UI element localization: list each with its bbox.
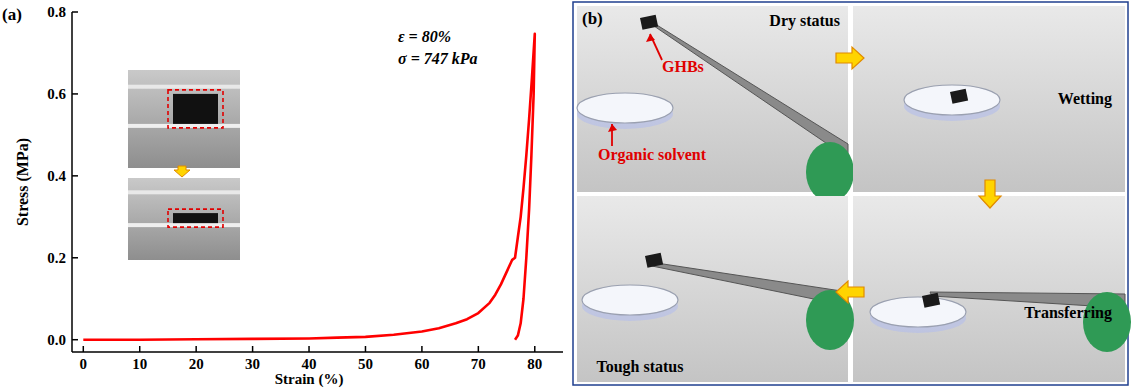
- sample: [645, 253, 663, 268]
- panel-b-frame: [573, 2, 1128, 385]
- x-tick: [308, 346, 310, 352]
- callout-arrowhead: [646, 34, 655, 42]
- sample: [922, 293, 940, 308]
- photo: [853, 196, 1125, 382]
- flow-arrow: [836, 281, 864, 303]
- x-tick: [83, 346, 85, 352]
- callout: GHBs: [662, 58, 704, 75]
- panel-label: (b): [582, 9, 603, 28]
- y-axis-title: Stress (MPa): [14, 138, 32, 226]
- sample: [640, 15, 658, 30]
- inset-plate: [128, 85, 240, 89]
- inset-photo: [128, 70, 240, 168]
- photo: [577, 196, 848, 382]
- annotation: ε = 80%: [398, 28, 451, 45]
- petri-dish: [870, 297, 966, 327]
- y-axis: [71, 12, 73, 352]
- inset-box: [168, 90, 223, 128]
- photo: [853, 6, 1125, 192]
- caption: Transferring: [1024, 304, 1112, 322]
- x-tick-label: 40: [302, 356, 317, 372]
- petri-dish: [577, 93, 673, 123]
- x-axis: [72, 351, 563, 353]
- tweezers: [652, 22, 848, 158]
- callout: Organic solvent: [598, 146, 707, 164]
- petri-dish: [582, 285, 678, 315]
- y-tick-label: 0.6: [47, 86, 66, 102]
- inset-plate: [128, 190, 240, 194]
- inset-arrow: [174, 166, 190, 177]
- y-tick: [72, 11, 78, 13]
- flow-arrow: [836, 47, 864, 69]
- figure: (a) 0 10 20 30 40 50 60 70 80 0.0 0.2 0.4 0.6 0.8 Strai…: [0, 0, 1131, 388]
- inset-sample: [173, 213, 218, 223]
- y-tick: [72, 93, 78, 95]
- x-tick: [534, 346, 536, 352]
- annotation: σ = 747 kPa: [398, 50, 478, 67]
- y-tick: [72, 339, 78, 341]
- caption: Tough status: [596, 358, 683, 376]
- x-tick-label: 10: [132, 356, 147, 372]
- glove: [1083, 292, 1131, 352]
- x-tick-label: 70: [471, 356, 486, 372]
- panel-label: (a): [2, 5, 22, 24]
- y-tick-label: 0.0: [47, 332, 66, 348]
- x-tick-label: 20: [189, 356, 204, 372]
- x-tick: [421, 346, 423, 352]
- caption: Wetting: [1058, 90, 1112, 108]
- petri-dish: [904, 85, 1000, 115]
- x-tick-label: 60: [414, 356, 429, 372]
- sample: [950, 89, 968, 104]
- y-tick-label: 0.2: [47, 250, 66, 266]
- caption: Dry status: [769, 12, 840, 30]
- inset-box: [168, 209, 223, 227]
- plot-area: [83, 34, 534, 340]
- inset-photo: [128, 178, 240, 260]
- glove: [806, 142, 854, 202]
- x-tick-label: 80: [527, 356, 542, 372]
- flow-arrow: [979, 180, 1001, 208]
- x-tick-label: 30: [245, 356, 260, 372]
- curve: [83, 34, 534, 340]
- inset-sample: [173, 94, 218, 124]
- x-tick-label: 0: [80, 356, 88, 372]
- x-axis-title: Strain (%): [275, 371, 344, 388]
- x-tick: [195, 346, 197, 352]
- y-tick-label: 0.8: [47, 4, 66, 20]
- x-tick: [252, 346, 254, 352]
- y-tick: [72, 257, 78, 259]
- x-tick: [139, 346, 141, 352]
- x-tick: [365, 346, 367, 352]
- x-tick-label: 50: [358, 356, 373, 372]
- x-tick: [478, 346, 480, 352]
- y-tick-label: 0.4: [47, 168, 66, 184]
- callout-arrowhead: [608, 124, 617, 132]
- y-tick: [72, 175, 78, 177]
